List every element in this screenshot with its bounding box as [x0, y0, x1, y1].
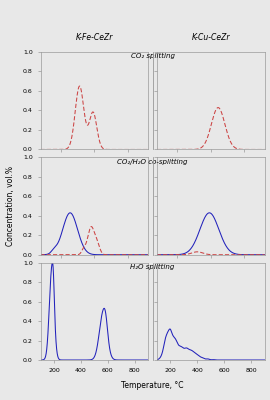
Text: Temperature, °C: Temperature, °C: [121, 381, 184, 390]
Text: Concentration, vol.%: Concentration, vol.%: [6, 166, 15, 246]
Text: H₂O splitting: H₂O splitting: [130, 264, 175, 270]
Text: K-Fe-CeZr: K-Fe-CeZr: [76, 33, 113, 42]
Text: CO₂/H₂O co-splitting: CO₂/H₂O co-splitting: [117, 158, 188, 164]
Text: K-Cu-CeZr: K-Cu-CeZr: [191, 33, 230, 42]
Text: CO₂ splitting: CO₂ splitting: [131, 53, 174, 59]
